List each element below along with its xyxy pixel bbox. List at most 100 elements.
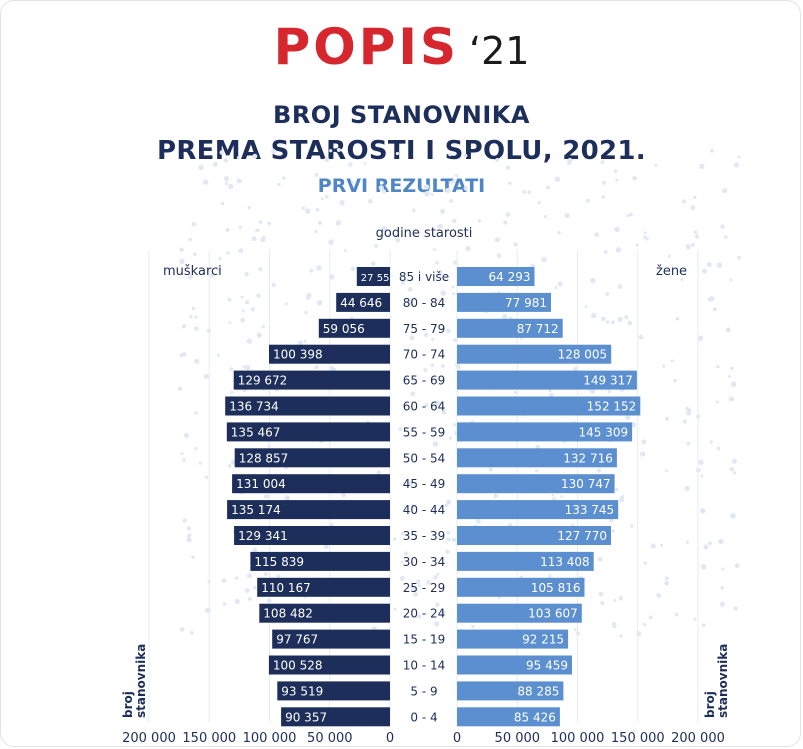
background-dot — [256, 293, 261, 298]
background-dot — [712, 307, 717, 312]
background-dot — [412, 208, 416, 213]
background-dot — [513, 242, 518, 247]
background-dot — [451, 218, 457, 224]
background-dot — [664, 580, 670, 586]
background-dot — [721, 567, 725, 571]
background-dot — [643, 231, 647, 235]
background-dot — [600, 600, 605, 606]
background-dot — [693, 195, 697, 200]
background-dot — [729, 278, 733, 282]
background-dot — [277, 182, 281, 187]
background-dot — [328, 239, 334, 245]
background-dot — [298, 340, 303, 346]
female-bar — [457, 551, 594, 571]
background-dot — [737, 255, 742, 260]
background-dot — [557, 230, 561, 235]
background-dot — [336, 147, 341, 153]
background-dot — [221, 202, 225, 206]
background-dot — [727, 374, 731, 378]
background-dot — [191, 306, 196, 311]
background-dot — [247, 205, 251, 210]
background-dot — [246, 338, 252, 344]
background-dot — [691, 243, 695, 247]
background-dot — [198, 164, 204, 171]
background-dot — [374, 244, 378, 248]
x-tick-label: 200 000 — [122, 731, 176, 746]
background-dot — [729, 466, 735, 472]
male-value-label: 100 398 — [273, 348, 323, 362]
background-dot — [567, 161, 572, 166]
age-group-label: 65 - 69 — [403, 374, 446, 388]
background-dot — [251, 236, 257, 242]
background-dot — [187, 533, 192, 538]
background-dot — [703, 544, 709, 550]
background-dot — [664, 416, 670, 422]
female-value-label: 113 408 — [540, 555, 590, 569]
male-bar — [277, 681, 390, 701]
background-dot — [411, 504, 415, 509]
background-dot — [617, 316, 623, 323]
background-dot — [204, 475, 209, 479]
background-dot — [629, 212, 633, 217]
background-dot — [194, 315, 198, 319]
male-bar — [336, 292, 390, 312]
background-dot — [252, 153, 258, 159]
background-dot — [673, 378, 677, 383]
background-dot — [488, 467, 493, 472]
age-group-label: 45 - 49 — [403, 477, 446, 491]
background-dot — [424, 191, 430, 197]
background-dot — [304, 310, 308, 315]
background-dot — [505, 212, 511, 217]
background-dot — [434, 621, 440, 627]
male-value-label: 100 528 — [273, 659, 323, 673]
background-dot — [432, 441, 439, 447]
female-value-label: 127 770 — [557, 529, 607, 543]
female-value-label: 77 981 — [505, 296, 547, 310]
background-dot — [224, 181, 229, 186]
background-dot — [444, 503, 449, 508]
background-dot — [205, 607, 211, 613]
background-dot — [551, 493, 555, 497]
male-bar — [232, 474, 390, 494]
background-dot — [404, 551, 408, 556]
left-series-label: muškarci — [163, 264, 222, 279]
background-dot — [245, 588, 250, 593]
male-bar — [269, 344, 390, 364]
female-value-label: 64 293 — [489, 270, 531, 284]
background-dot — [589, 388, 596, 394]
female-value-label: 105 816 — [531, 581, 581, 595]
background-dot — [226, 251, 230, 255]
background-dot — [329, 149, 333, 153]
age-group-label: 35 - 39 — [403, 529, 446, 543]
x-tick-label: 0 — [386, 731, 394, 746]
background-dot — [191, 555, 195, 560]
background-dot — [607, 389, 612, 394]
background-dot — [554, 176, 561, 182]
background-dot — [554, 285, 558, 290]
age-group-label: 0 - 4 — [410, 710, 437, 724]
background-dot — [183, 432, 190, 439]
background-dot — [223, 176, 230, 182]
background-dot — [675, 317, 680, 321]
background-dot — [625, 414, 631, 421]
female-bar — [457, 681, 564, 701]
background-dot — [227, 297, 232, 302]
background-dot — [626, 214, 630, 218]
x-tick-label: 0 — [453, 731, 461, 746]
background-dot — [734, 162, 740, 168]
background-dot — [522, 190, 527, 194]
background-dot — [393, 607, 397, 611]
background-dot — [686, 441, 691, 446]
background-dot — [407, 286, 413, 292]
background-dot — [725, 327, 731, 333]
background-dot — [605, 292, 610, 296]
female-bar — [457, 292, 551, 312]
background-dot — [416, 579, 421, 584]
background-dot — [733, 471, 737, 475]
background-dot — [398, 427, 403, 431]
background-dot — [317, 300, 323, 306]
background-dot — [697, 335, 704, 341]
age-group-label: 40 - 44 — [403, 503, 446, 517]
background-dot — [271, 148, 277, 155]
background-dot — [324, 156, 330, 162]
